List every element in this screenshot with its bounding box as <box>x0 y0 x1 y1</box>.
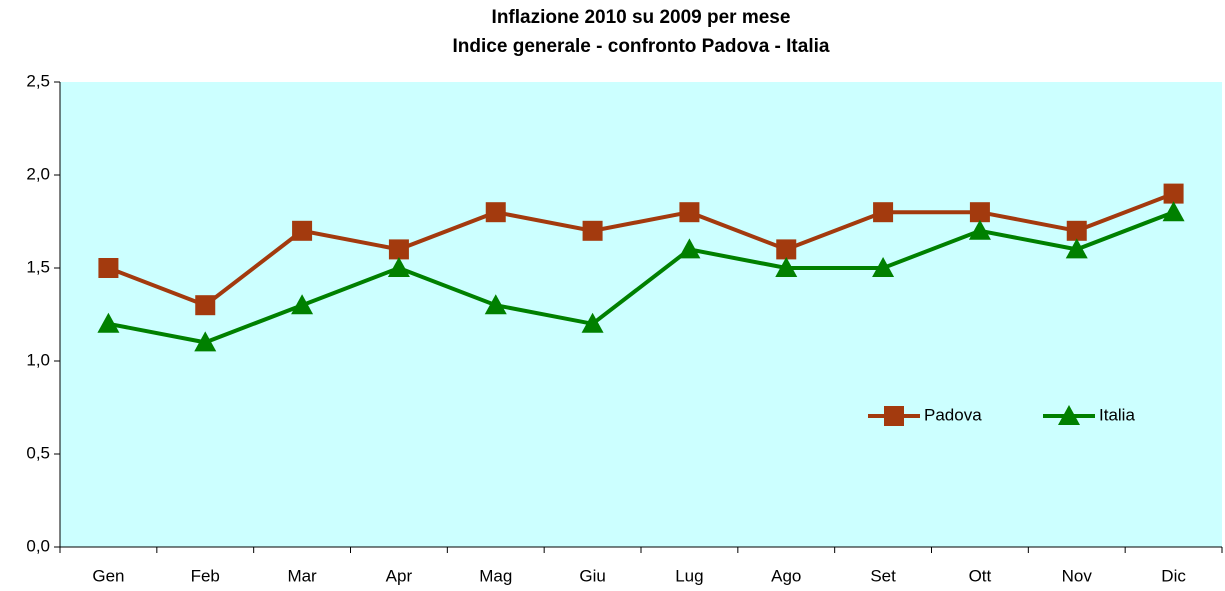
legend-label: Padova <box>924 405 982 424</box>
y-tick-label: 1,5 <box>26 257 50 276</box>
marker <box>195 295 216 316</box>
chart-subtitle: Indice generale - confronto Padova - Ita… <box>453 36 830 57</box>
marker <box>484 294 507 315</box>
x-tick-label: Giu <box>579 566 605 585</box>
x-tick-label: Dic <box>1161 566 1186 585</box>
x-tick-label: Mar <box>287 566 317 585</box>
chart-title: Inflazione 2010 su 2009 per mese <box>492 7 791 28</box>
marker <box>485 202 506 223</box>
marker <box>582 220 603 241</box>
marker <box>194 331 217 352</box>
x-tick-label: Mag <box>479 566 512 585</box>
x-tick-label: Set <box>870 566 896 585</box>
x-tick-label: Nov <box>1062 566 1093 585</box>
y-tick-label: 1,0 <box>26 350 50 369</box>
marker <box>968 219 991 240</box>
x-tick-label: Gen <box>92 566 124 585</box>
marker <box>1058 405 1080 425</box>
marker <box>775 257 798 277</box>
x-tick-label: Feb <box>191 566 220 585</box>
marker <box>776 239 797 260</box>
y-tick-label: 0,0 <box>26 536 50 555</box>
y-tick-label: 2,5 <box>26 71 50 90</box>
marker <box>581 312 604 333</box>
plot-area <box>60 82 1222 547</box>
marker <box>969 202 990 223</box>
marker <box>387 257 410 277</box>
marker <box>1162 201 1185 222</box>
x-tick-label: Ott <box>969 566 992 585</box>
x-tick-label: Apr <box>386 566 413 585</box>
marker <box>873 202 894 223</box>
series-line <box>107 191 1175 308</box>
x-tick-label: Ago <box>771 566 801 585</box>
x-tick-label: Lug <box>675 566 703 585</box>
series-line <box>108 210 1175 345</box>
marker <box>291 294 314 315</box>
y-tick-label: 0,5 <box>26 443 50 462</box>
marker <box>872 257 895 277</box>
marker <box>1163 183 1184 204</box>
y-tick-label: 2,0 <box>26 164 50 183</box>
marker <box>678 238 701 259</box>
legend-label: Italia <box>1099 405 1135 424</box>
marker <box>1065 238 1088 259</box>
marker <box>98 258 119 278</box>
marker <box>1066 220 1087 241</box>
marker <box>292 220 313 241</box>
marker <box>97 312 120 333</box>
marker <box>679 202 700 223</box>
marker <box>884 406 904 426</box>
marker <box>388 239 409 260</box>
